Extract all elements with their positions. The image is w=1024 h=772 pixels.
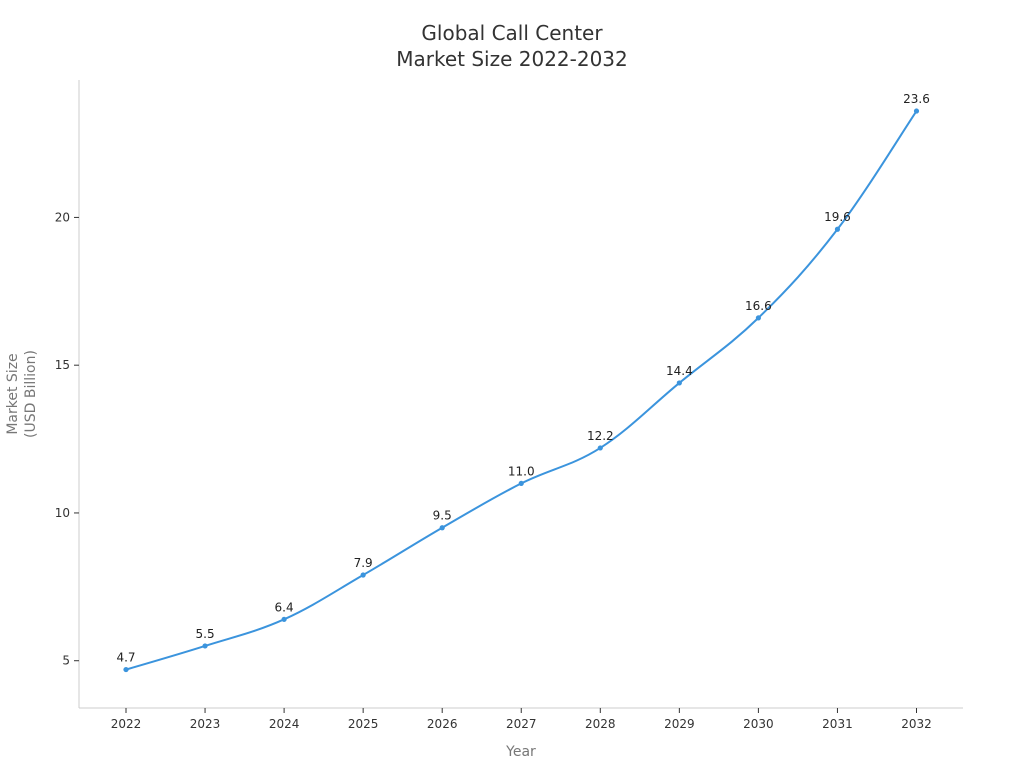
data-label-2030: 16.6 xyxy=(745,299,772,313)
x-tick-label: 2026 xyxy=(427,717,458,731)
data-point-2022 xyxy=(123,666,129,673)
data-point-2028 xyxy=(597,445,603,451)
data-label-2022: 4.7 xyxy=(116,651,135,665)
x-tick-label: 2029 xyxy=(664,717,695,731)
y-tick-label: 5 xyxy=(62,654,70,668)
chart-title-line-2: Market Size 2022-2032 xyxy=(396,47,628,71)
y-axis-ticks: 5 10 15 20 xyxy=(55,210,79,668)
data-point-2032 xyxy=(913,108,920,114)
data-point-2025 xyxy=(360,572,366,578)
x-tick-label: 2025 xyxy=(348,717,379,731)
data-label-2024: 6.4 xyxy=(275,600,294,614)
data-labels: 4.7 5.5 6.4 7.9 9.5 11.0 12.2 14.4 16.6 19.6 23.6 xyxy=(116,92,929,665)
data-label-2028: 12.2 xyxy=(587,429,614,443)
data-point-2023 xyxy=(202,643,208,649)
data-label-2031: 19.6 xyxy=(824,210,851,224)
data-label-2027: 11.0 xyxy=(508,464,535,478)
data-point-2030 xyxy=(755,315,762,321)
data-label-2023: 5.5 xyxy=(196,627,215,641)
chart-title-line-1: Global Call Center xyxy=(421,21,603,45)
data-label-2032: 23.6 xyxy=(903,92,930,106)
x-tick-label: 2022 xyxy=(111,717,142,731)
x-tick-label: 2031 xyxy=(822,717,853,731)
x-tick-label: 2027 xyxy=(506,717,537,731)
x-tick-label: 2023 xyxy=(190,717,221,731)
y-tick-label: 20 xyxy=(55,210,70,224)
data-label-2025: 7.9 xyxy=(354,556,373,570)
data-point-2027 xyxy=(518,480,524,486)
data-points xyxy=(123,108,920,673)
data-label-2029: 14.4 xyxy=(666,364,693,378)
y-tick-label: 10 xyxy=(55,506,70,520)
data-label-2026: 9.5 xyxy=(433,509,452,523)
x-axis-ticks: 2022 2023 2024 2025 2026 2027 2028 2029 2030 2031… xyxy=(111,708,932,731)
x-tick-label: 2024 xyxy=(269,717,300,731)
x-axis-label: Year xyxy=(505,744,536,760)
x-tick-label: 2030 xyxy=(743,717,774,731)
x-tick-label: 2028 xyxy=(585,717,616,731)
data-point-2024 xyxy=(281,616,287,622)
data-point-2029 xyxy=(676,380,682,386)
series-line-market-size xyxy=(125,110,918,671)
y-tick-label: 15 xyxy=(55,358,70,372)
x-tick-label: 2032 xyxy=(901,717,932,731)
y-axis-label-line-2: (USD Billion) xyxy=(23,350,39,438)
data-point-2031 xyxy=(834,226,841,232)
data-point-2026 xyxy=(439,525,445,531)
y-axis-label-line-1: Market Size xyxy=(5,353,21,434)
